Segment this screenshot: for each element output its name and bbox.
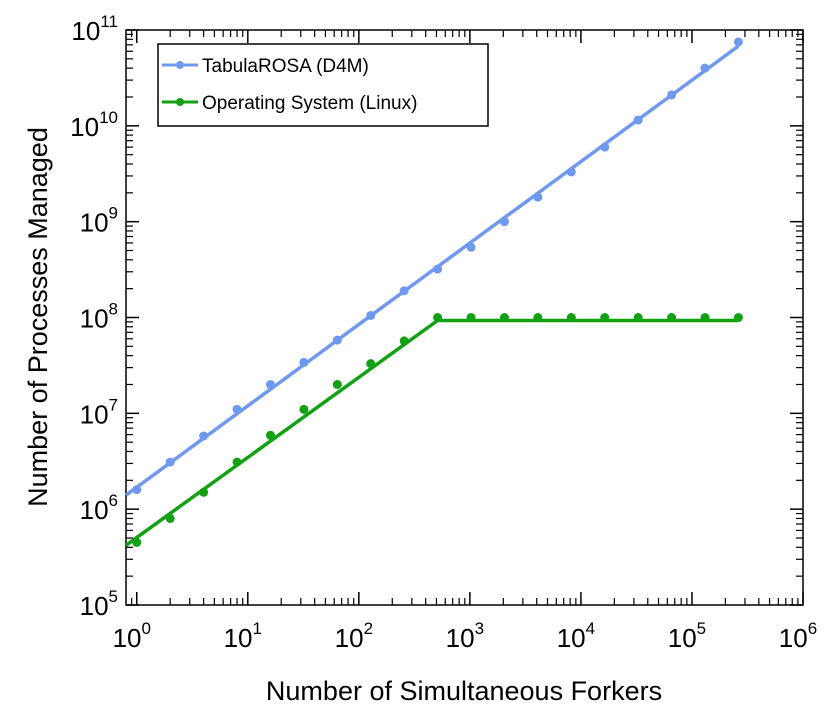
- data-point-1: [700, 313, 710, 322]
- data-point-0: [299, 357, 309, 367]
- y-tick-label: 1011: [71, 12, 118, 46]
- data-point-1: [433, 313, 443, 322]
- y-axis-label: Number of Processes Managed: [23, 127, 53, 507]
- series-line-1: [124, 318, 739, 547]
- data-point-0: [265, 379, 275, 389]
- data-point-0: [332, 335, 342, 345]
- data-point-0: [165, 457, 175, 467]
- data-point-0: [366, 310, 376, 320]
- x-tick-label: 102: [335, 619, 373, 653]
- x-tick-labels: 100 101 102 103 104 105 106: [113, 619, 818, 653]
- major-ticks: [126, 29, 804, 606]
- x-tick-label: 105: [668, 619, 706, 653]
- series-layer: [124, 37, 743, 547]
- y-tick-label: 109: [80, 204, 118, 238]
- data-point-0: [433, 264, 443, 274]
- data-point-0: [667, 90, 677, 100]
- x-tick-label: 100: [113, 619, 151, 653]
- y-tick-label: 105: [80, 587, 118, 621]
- data-point-1: [566, 313, 576, 322]
- x-tick-label: 101: [224, 619, 262, 653]
- legend-box: [157, 43, 489, 127]
- data-point-0: [733, 37, 743, 47]
- data-point-1: [265, 430, 275, 440]
- data-point-1: [466, 313, 476, 322]
- data-point-1: [633, 313, 643, 322]
- data-point-1: [733, 313, 743, 322]
- y-tick-label: 108: [80, 300, 118, 334]
- data-point-1: [165, 513, 175, 523]
- legend-label-linux: Operating System (Linux): [202, 93, 417, 114]
- x-tick-label: 103: [446, 619, 484, 653]
- data-point-1: [232, 457, 242, 467]
- data-point-0: [633, 115, 643, 125]
- x-tick-label: 104: [557, 619, 595, 653]
- data-point-1: [667, 313, 677, 322]
- data-point-1: [366, 359, 376, 369]
- x-tick-label: 106: [779, 619, 817, 653]
- legend-marker-linux: [176, 98, 184, 106]
- y-tick-label: 107: [80, 395, 118, 429]
- data-point-0: [533, 192, 543, 202]
- data-point-0: [232, 404, 242, 414]
- y-tick-label: 106: [80, 491, 118, 525]
- data-point-1: [399, 336, 409, 346]
- data-point-1: [600, 313, 610, 322]
- data-point-1: [499, 313, 509, 322]
- x-axis-label: Number of Simultaneous Forkers: [266, 676, 662, 706]
- y-tick-label: 1010: [70, 108, 118, 142]
- legend-marker-d4m: [176, 61, 184, 69]
- data-point-0: [700, 63, 710, 73]
- data-point-1: [199, 487, 209, 497]
- minor-ticks: [126, 30, 803, 605]
- data-point-0: [566, 167, 576, 177]
- data-point-0: [600, 142, 610, 152]
- data-point-1: [132, 537, 142, 547]
- legend-label-d4m: TabulaROSA (D4M): [202, 56, 369, 77]
- y-tick-labels: 105 106 107 108 109 1010 1011: [70, 12, 118, 621]
- data-point-1: [299, 404, 309, 414]
- data-point-0: [399, 286, 409, 296]
- legend: TabulaROSA (D4M) Operating System (Linux…: [157, 43, 489, 127]
- data-point-0: [499, 217, 509, 227]
- data-point-0: [466, 242, 476, 252]
- data-point-1: [332, 379, 342, 389]
- data-point-0: [199, 431, 209, 441]
- data-point-0: [132, 485, 142, 495]
- data-point-1: [533, 313, 543, 322]
